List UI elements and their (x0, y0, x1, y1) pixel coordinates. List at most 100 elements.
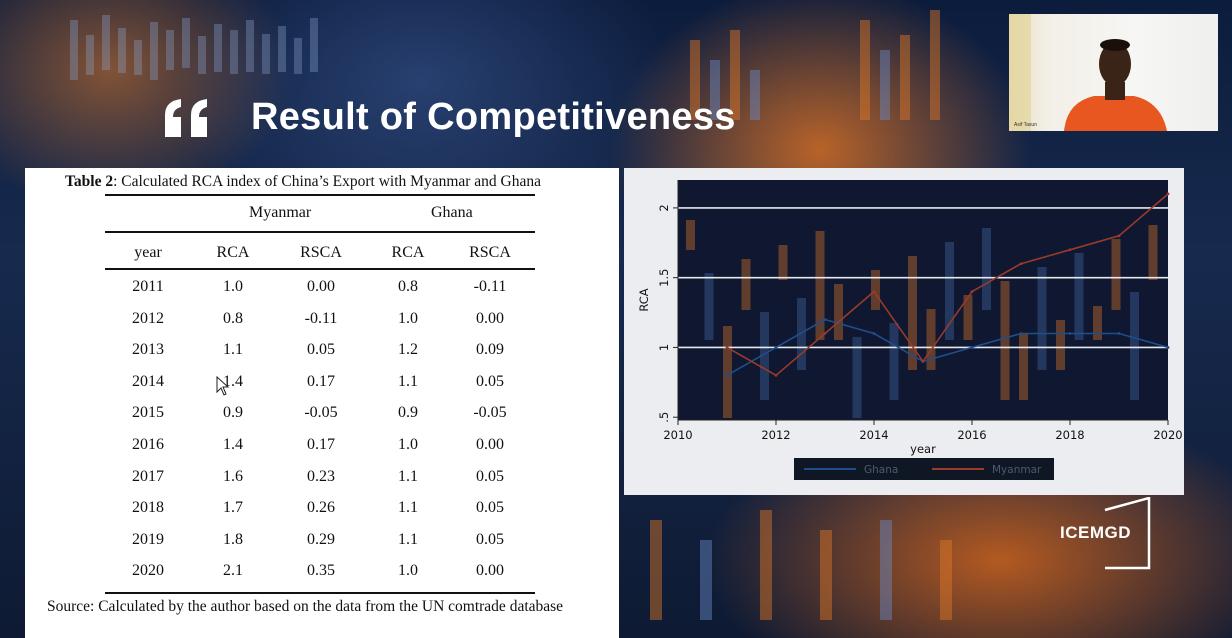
table-cell: 2014 (132, 372, 164, 390)
table-cell: 0.00 (476, 436, 504, 453)
table-cell: 0.35 (307, 562, 335, 580)
plot-background-candle (815, 231, 825, 340)
data-point (1166, 346, 1170, 349)
data-point (774, 373, 778, 377)
data-point (1019, 332, 1023, 335)
plot-background-candle (741, 259, 751, 310)
table-cell: 1.8 (223, 530, 243, 548)
plot-background-candle (797, 298, 806, 370)
data-point (725, 373, 729, 377)
table-cell: 1.4 (223, 372, 243, 390)
table-cell: 0.23 (307, 467, 335, 485)
table-cell: 0.29 (307, 530, 335, 548)
plot-background-candle (1019, 334, 1028, 400)
plot-background-candle (1093, 306, 1102, 340)
table-cell: 0.05 (307, 341, 335, 359)
quote-icon (165, 99, 207, 137)
table-cell: 2012 (132, 309, 164, 327)
data-point (1166, 192, 1170, 196)
table-cell: 0.8 (223, 309, 243, 327)
table-cell: 0.9 (223, 404, 243, 422)
table-cell: 2016 (132, 436, 164, 453)
table-caption-text: : Calculated RCA index of China’s Export… (113, 173, 542, 190)
plot-background-candle (889, 323, 899, 400)
plot-background-candle (723, 326, 732, 418)
x-tick-label: 2016 (957, 428, 986, 442)
table-caption-label: Table 2 (65, 173, 114, 190)
legend-label: Myanmar (992, 464, 1042, 476)
y-tick-label: .5 (657, 412, 671, 423)
table-top-rule (105, 194, 535, 196)
table-cell: 0.17 (307, 436, 335, 453)
table-cell: -0.05 (473, 404, 507, 422)
table-cell: 2.1 (223, 562, 243, 580)
table-cell: 2013 (132, 341, 164, 359)
data-point (921, 359, 925, 363)
plot-background-candle (1074, 253, 1084, 340)
data-point (1117, 234, 1121, 238)
table-cell: -0.05 (304, 404, 338, 422)
x-tick-label: 2018 (1055, 428, 1084, 442)
table-cell: 0.17 (307, 372, 335, 390)
rca-line-chart: 2010 2012 2014 2016 2018 2020 2 1.5 1.5 year RCA Gh… (624, 168, 1184, 495)
table-caption: Table 2: Calculated RCA index of China’s… (65, 173, 541, 191)
table-cell: 1.0 (398, 436, 418, 453)
y-axis-title: RCA (637, 288, 651, 311)
group-header-ghana: Ghana (431, 204, 473, 221)
y-tick-label: 1 (657, 344, 671, 351)
data-point (1117, 332, 1121, 335)
series-line-myanmar (726, 193, 1169, 377)
column-header: RSCA (300, 244, 342, 261)
plot-background-candle (834, 284, 843, 340)
plot-background-candle (982, 228, 991, 310)
mouse-cursor-icon (216, 376, 230, 396)
column-header: RCA (216, 244, 250, 261)
plot-background-candle (760, 312, 769, 400)
logo-frame-icon (1104, 497, 1151, 570)
table-cell: 0.00 (476, 562, 504, 580)
chart-canvas: 2010 2012 2014 2016 2018 202021.51.5yearRCAGh… (637, 180, 1183, 480)
table-cell: 2017 (132, 467, 164, 485)
table-cell: 1.0 (398, 562, 418, 580)
table-cell: 1.6 (223, 467, 243, 485)
data-point (725, 346, 729, 349)
webcam-video: Asif Tasun (1009, 14, 1218, 131)
table-cell: 0.26 (307, 499, 335, 517)
table-document: Table 2: Calculated RCA index of China’s… (25, 168, 619, 638)
plot-area (678, 180, 1168, 420)
plot-background-candle (1000, 281, 1010, 400)
plot-background-candle (852, 337, 862, 418)
table-cell: 0.05 (476, 499, 504, 517)
y-tick-label: 1.5 (657, 269, 671, 287)
slide-title-row: Result of Competitiveness (163, 92, 736, 142)
table-cell: 1.1 (223, 341, 243, 359)
plot-background-candle (686, 220, 695, 250)
x-axis-title: year (910, 442, 936, 456)
column-header: RSCA (469, 244, 511, 261)
table-cell: 1.0 (223, 278, 243, 295)
data-point (823, 318, 827, 321)
data-point (1068, 332, 1072, 335)
column-header: year (134, 244, 162, 261)
table-cell: 1.1 (398, 467, 418, 485)
header-rule (105, 268, 535, 270)
slide-title: Result of Competitiveness (251, 95, 736, 138)
table-bottom-rule (105, 592, 535, 594)
table-cell: 1.1 (398, 499, 418, 517)
plot-background-candle (871, 270, 880, 310)
plot-background-candle (1037, 267, 1047, 370)
table-cell: -0.11 (473, 278, 507, 295)
table-cell: 0.00 (307, 278, 335, 295)
x-tick-label: 2020 (1153, 428, 1182, 442)
plot-background-candle (945, 242, 954, 340)
group-header-myanmar: Myanmar (249, 204, 312, 221)
plot-background-candle (1056, 320, 1065, 370)
table-source-note: Source: Calculated by the author based o… (47, 598, 564, 615)
table-cell: 0.09 (476, 341, 504, 359)
icemgd-logo: ICEMGD (1055, 497, 1155, 571)
table-cell: -0.11 (304, 309, 338, 327)
data-point (1068, 248, 1072, 252)
data-point (970, 346, 974, 349)
y-tick-label: 2 (657, 204, 671, 211)
